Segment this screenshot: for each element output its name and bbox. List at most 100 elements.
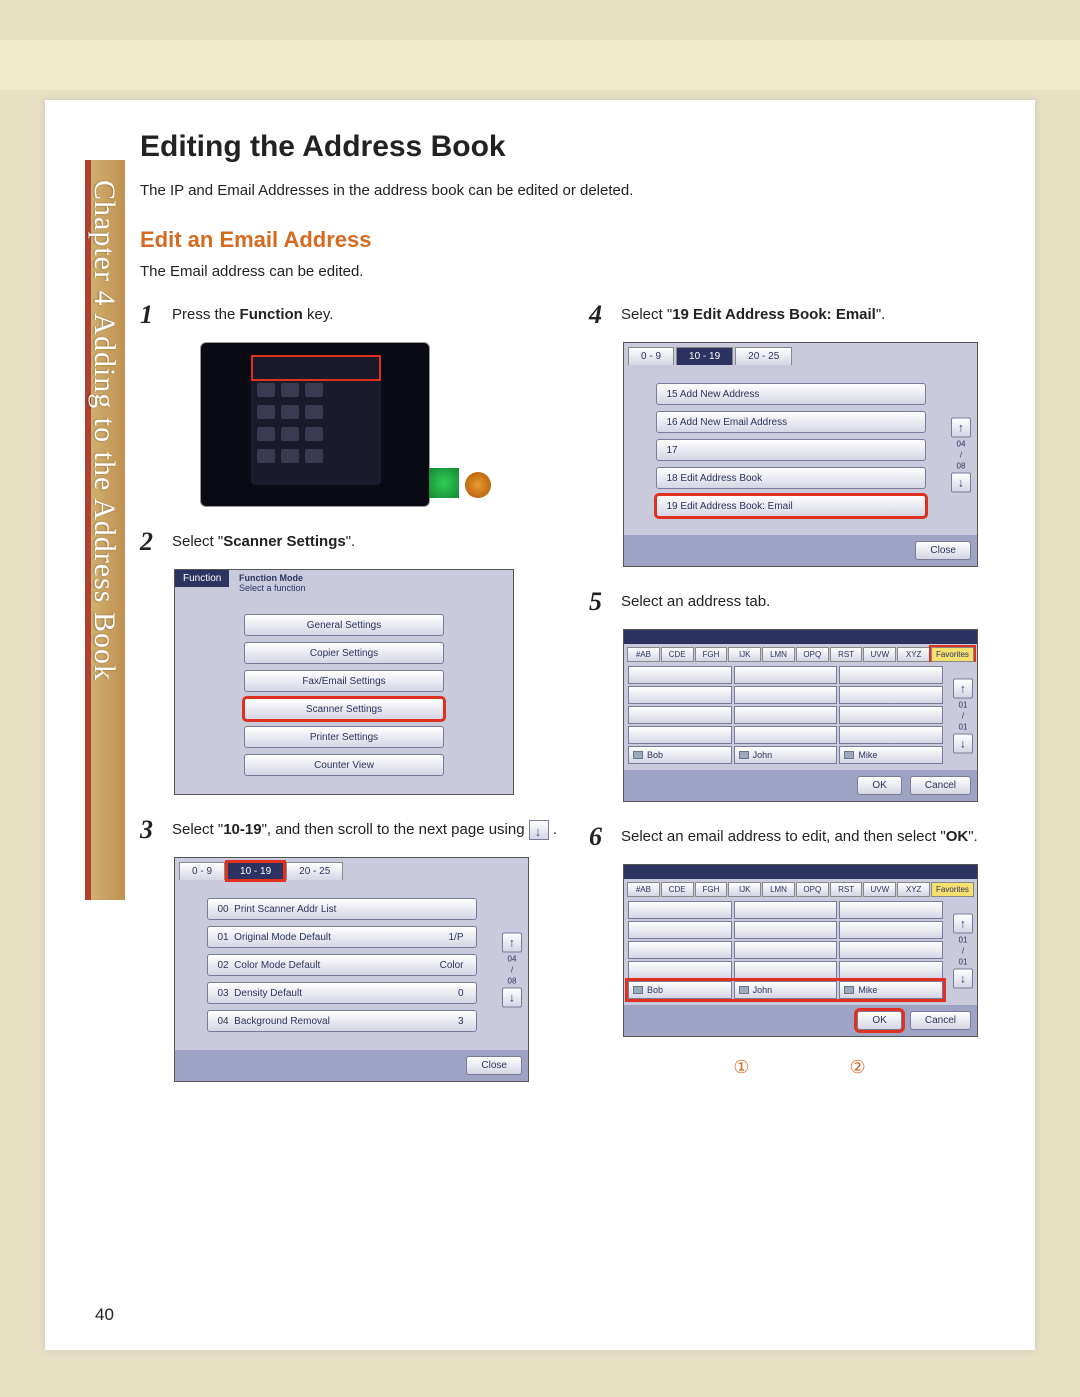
ok-button[interactable]: OK (857, 776, 901, 795)
address-cell[interactable] (734, 941, 838, 959)
address-row (628, 666, 943, 684)
address-cell[interactable] (628, 921, 732, 939)
address-cell[interactable] (839, 921, 943, 939)
scroll-down-icon[interactable]: ↓ (953, 734, 973, 754)
address-cell[interactable] (734, 901, 838, 919)
address-cell[interactable] (734, 706, 838, 724)
range-tab[interactable]: 10 - 19 (676, 347, 733, 365)
setting-item[interactable]: 19 Edit Address Book: Email (656, 495, 926, 517)
address-cell[interactable] (839, 686, 943, 704)
scroll-up-icon[interactable]: ↑ (953, 914, 973, 934)
alpha-tab[interactable]: LMN (762, 647, 795, 662)
setting-item[interactable]: 15 Add New Address (656, 383, 926, 405)
alpha-tab[interactable]: Favorites (931, 647, 974, 662)
address-cell[interactable] (628, 686, 732, 704)
alpha-tab[interactable]: OPQ (796, 647, 829, 662)
screenshot-function-menu: Function Function ModeSelect a function … (174, 569, 514, 795)
alpha-tab[interactable]: CDE (661, 882, 694, 897)
setting-item[interactable]: 01 Original Mode Default1/P (207, 926, 477, 948)
address-cell[interactable] (628, 706, 732, 724)
range-tab[interactable]: 0 - 9 (179, 862, 225, 880)
cancel-button[interactable]: Cancel (910, 776, 971, 795)
scroll-up-icon[interactable]: ↑ (502, 932, 522, 952)
setting-item[interactable]: 02 Color Mode DefaultColor (207, 954, 477, 976)
address-row: BobJohnMike (628, 981, 943, 999)
address-cell[interactable] (628, 901, 732, 919)
step-2: 2 Select "Scanner Settings". (140, 527, 561, 557)
setting-item[interactable]: 18 Edit Address Book (656, 467, 926, 489)
address-cell[interactable] (628, 961, 732, 979)
address-cell[interactable] (734, 921, 838, 939)
address-cell[interactable]: Mike (839, 746, 943, 764)
range-tab[interactable]: 20 - 25 (286, 862, 343, 880)
address-cell[interactable]: Mike (839, 981, 943, 999)
page: Chapter 4 Adding to the Address Book Edi… (45, 100, 1035, 1350)
alpha-tab[interactable]: FGH (695, 882, 728, 897)
address-cell[interactable]: Bob (628, 746, 732, 764)
alpha-tab[interactable]: UVW (863, 882, 896, 897)
scroll-controls: ↑ 04/08 ↓ (502, 932, 522, 1007)
menu-item[interactable]: Copier Settings (244, 642, 444, 664)
range-tab[interactable]: 10 - 19 (227, 862, 284, 880)
scroll-down-icon[interactable]: ↓ (951, 472, 971, 492)
address-cell[interactable] (839, 726, 943, 744)
function-badge: Function (175, 570, 229, 587)
alpha-tab[interactable]: #AB (627, 882, 660, 897)
address-cell[interactable] (734, 686, 838, 704)
address-cell[interactable] (628, 941, 732, 959)
setting-item[interactable]: 04 Background Removal3 (207, 1010, 477, 1032)
address-cell[interactable] (839, 901, 943, 919)
address-cell[interactable] (839, 666, 943, 684)
alpha-tab[interactable]: #AB (627, 647, 660, 662)
screenshot-select-address: #ABCDEFGHIJKLMNOPQRSTUVWXYZFavorites Bob… (623, 864, 978, 1037)
alpha-tab[interactable]: LMN (762, 882, 795, 897)
menu-item[interactable]: Counter View (244, 754, 444, 776)
address-cell[interactable] (734, 726, 838, 744)
alpha-tab[interactable]: CDE (661, 647, 694, 662)
setting-item[interactable]: 00 Print Scanner Addr List (207, 898, 477, 920)
address-cell[interactable] (734, 961, 838, 979)
range-tab[interactable]: 0 - 9 (628, 347, 674, 365)
screenshot-keypad (200, 342, 430, 507)
close-button[interactable]: Close (915, 541, 971, 560)
address-cell[interactable]: Bob (628, 981, 732, 999)
menu-item[interactable]: Printer Settings (244, 726, 444, 748)
scroll-down-icon[interactable]: ↓ (953, 969, 973, 989)
address-cell[interactable] (839, 706, 943, 724)
alpha-tab[interactable]: RST (830, 882, 863, 897)
alpha-tab[interactable]: IJK (728, 647, 761, 662)
setting-item[interactable]: 17 (656, 439, 926, 461)
close-button[interactable]: Close (466, 1056, 522, 1075)
menu-item[interactable]: Scanner Settings (244, 698, 444, 720)
setting-item[interactable]: 03 Density Default0 (207, 982, 477, 1004)
alpha-tab[interactable]: Favorites (931, 882, 974, 897)
address-cell[interactable] (628, 726, 732, 744)
alpha-tab[interactable]: FGH (695, 647, 728, 662)
address-cell[interactable] (839, 961, 943, 979)
alpha-tab[interactable]: RST (830, 647, 863, 662)
address-cell[interactable] (734, 666, 838, 684)
scroll-up-icon[interactable]: ↑ (951, 417, 971, 437)
alpha-tab[interactable]: IJK (728, 882, 761, 897)
step-6: 6 Select an email address to edit, and t… (589, 822, 1010, 852)
menu-item[interactable]: Fax/Email Settings (244, 670, 444, 692)
setting-item[interactable]: 16 Add New Email Address (656, 411, 926, 433)
alpha-tab[interactable]: XYZ (897, 882, 930, 897)
step-number: 2 (140, 527, 162, 557)
address-cell[interactable]: John (734, 981, 838, 999)
alpha-tab[interactable]: UVW (863, 647, 896, 662)
step-4: 4 Select "19 Edit Address Book: Email". (589, 300, 1010, 330)
step-number: 3 (140, 815, 162, 845)
scroll-down-icon[interactable]: ↓ (502, 987, 522, 1007)
address-cell[interactable] (628, 666, 732, 684)
address-cell[interactable]: John (734, 746, 838, 764)
alpha-tab[interactable]: OPQ (796, 882, 829, 897)
scroll-up-icon[interactable]: ↑ (953, 679, 973, 699)
alpha-tab[interactable]: XYZ (897, 647, 930, 662)
menu-item[interactable]: General Settings (244, 614, 444, 636)
ok-button[interactable]: OK (857, 1011, 901, 1030)
address-cell[interactable] (839, 941, 943, 959)
callout-markers: ①② (589, 1057, 1010, 1078)
range-tab[interactable]: 20 - 25 (735, 347, 792, 365)
cancel-button[interactable]: Cancel (910, 1011, 971, 1030)
